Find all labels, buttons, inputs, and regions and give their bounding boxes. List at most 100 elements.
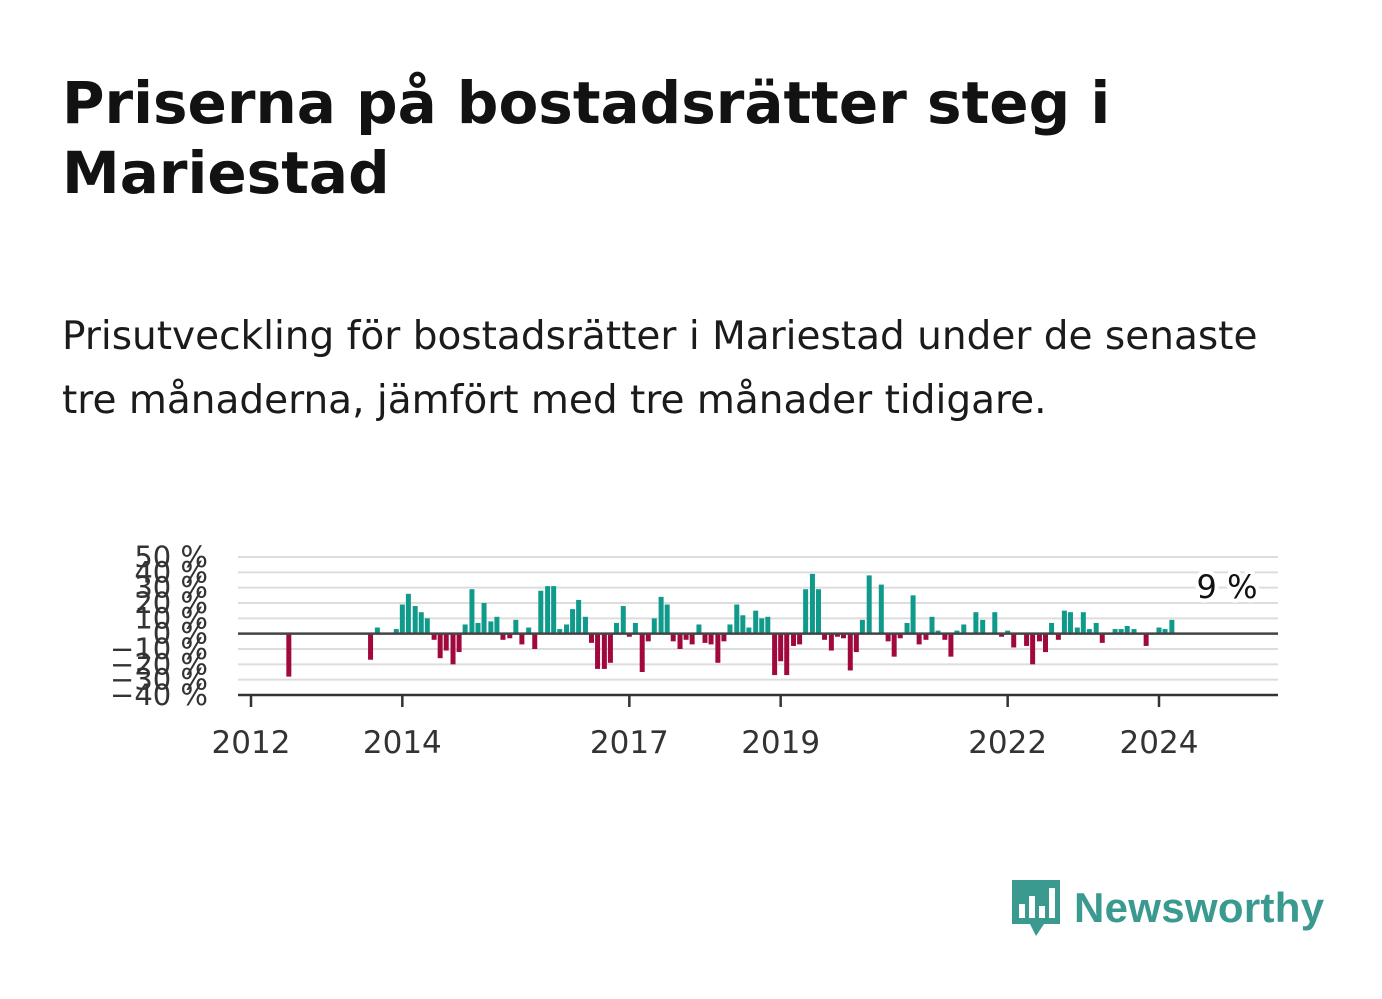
bar — [507, 633, 513, 639]
bar — [753, 610, 759, 634]
bar — [683, 633, 689, 640]
bar — [595, 633, 601, 669]
bar — [866, 575, 872, 634]
bar — [418, 612, 424, 634]
bar — [286, 633, 292, 677]
bar — [778, 633, 784, 662]
bar — [1080, 612, 1086, 634]
y-tick-label: −20 % — [110, 647, 208, 681]
bar — [929, 616, 935, 634]
labels: −40 %−30 %−20 %−10 %0 %10 %20 %30 %40 %5… — [110, 540, 1261, 761]
bar — [639, 633, 645, 672]
bar — [551, 586, 557, 634]
bar — [576, 599, 582, 634]
bar — [853, 633, 859, 653]
bar — [500, 633, 506, 640]
bar — [916, 633, 922, 645]
bar — [1036, 633, 1042, 642]
bar — [1086, 629, 1092, 634]
y-tick-label: −40 % — [110, 678, 208, 712]
bar — [456, 633, 462, 653]
bar — [1162, 629, 1168, 634]
bar — [1074, 627, 1080, 634]
bar — [601, 633, 607, 669]
bar — [412, 606, 418, 634]
x-tick-label: 2019 — [741, 725, 820, 761]
brand-name: Newsworthy — [1074, 884, 1325, 931]
bar — [803, 589, 809, 634]
bar — [702, 633, 708, 643]
bar — [1067, 612, 1073, 634]
bar — [1030, 633, 1036, 665]
bar — [797, 633, 803, 645]
bar — [791, 633, 797, 646]
bar — [935, 630, 941, 634]
bar — [393, 629, 399, 634]
bar — [708, 633, 714, 645]
bar — [942, 633, 948, 640]
bar — [564, 624, 570, 634]
bar — [589, 633, 594, 643]
bar — [677, 633, 683, 649]
bar — [1112, 629, 1118, 634]
bar — [437, 633, 443, 659]
bar — [664, 604, 670, 634]
bar — [1011, 633, 1017, 648]
bar — [834, 633, 840, 637]
y-tick-label: 0 % — [153, 617, 208, 651]
bar — [772, 633, 778, 676]
bars — [286, 573, 1175, 677]
bar — [910, 595, 916, 634]
bar — [670, 633, 676, 642]
bar — [488, 621, 494, 634]
bar — [765, 616, 771, 634]
bar — [904, 622, 910, 634]
y-tick-label: 10 % — [134, 601, 208, 635]
bar — [1143, 633, 1149, 646]
x-tick-label: 2024 — [1120, 725, 1199, 761]
bar — [715, 633, 721, 663]
bar — [532, 633, 538, 649]
bar — [651, 618, 657, 634]
bar — [374, 627, 380, 634]
bar — [980, 619, 986, 634]
y-tick-label: −30 % — [110, 663, 208, 697]
page-title: Priserna på bostadsrätter steg i Mariest… — [62, 69, 1111, 207]
bar — [1024, 633, 1030, 646]
bar — [689, 633, 695, 645]
bar — [1156, 627, 1162, 634]
bar — [721, 633, 727, 642]
grid-lines — [238, 556, 1278, 681]
bar — [399, 604, 405, 634]
bar — [626, 633, 632, 637]
bar — [1099, 633, 1105, 643]
bar — [1043, 633, 1048, 653]
bar — [1124, 626, 1130, 634]
newsworthy-logo: Newsworthy — [1010, 878, 1324, 938]
bar — [1061, 610, 1067, 634]
bar — [545, 586, 551, 634]
bar — [923, 633, 929, 640]
bar — [469, 589, 475, 634]
bar — [368, 633, 374, 660]
bar — [696, 624, 702, 634]
bar — [973, 612, 979, 634]
bar — [526, 627, 532, 634]
bar — [840, 633, 846, 639]
bar — [570, 609, 576, 634]
bar — [462, 624, 468, 634]
x-tick-label: 2022 — [968, 725, 1047, 761]
bar — [475, 622, 481, 634]
bar — [1005, 630, 1011, 634]
bar — [746, 627, 752, 634]
bar — [816, 589, 821, 634]
axes — [238, 632, 1278, 707]
bar — [878, 584, 884, 634]
bar — [513, 619, 519, 634]
bar — [885, 633, 891, 642]
bar — [948, 633, 954, 657]
x-tick-label: 2012 — [212, 725, 291, 761]
bar — [582, 616, 588, 634]
chart-subtitle: Prisutveckling för bostadsrätter i Marie… — [62, 314, 1258, 423]
